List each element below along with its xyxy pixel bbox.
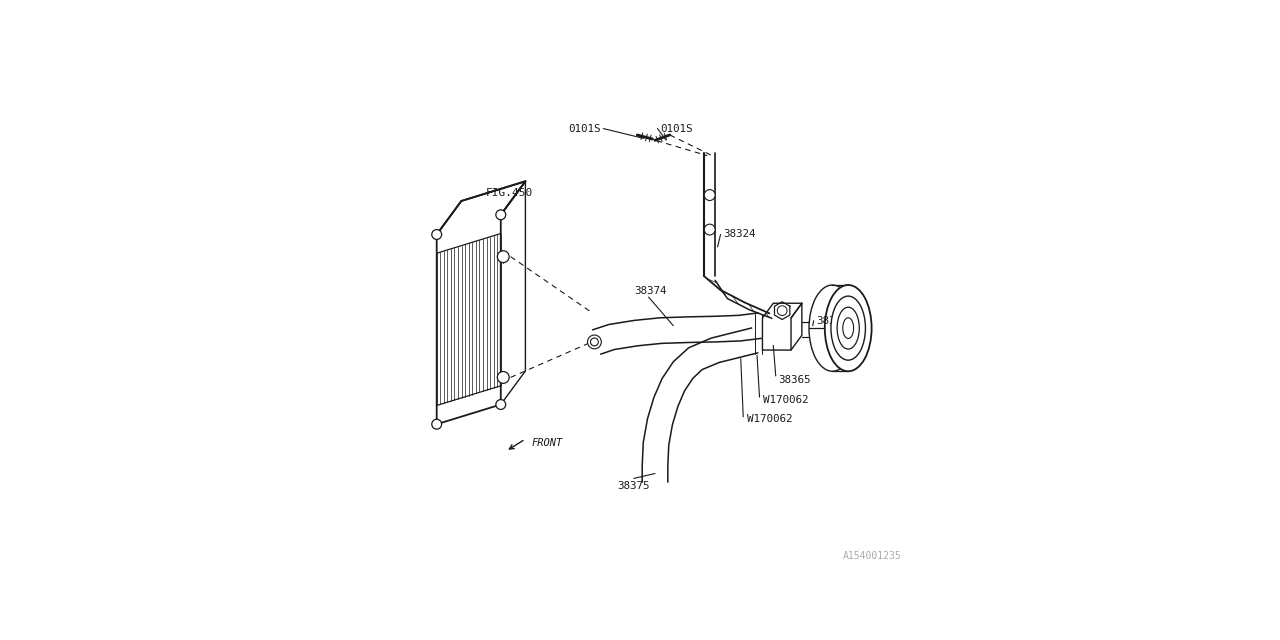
Text: 38325: 38325 (817, 316, 849, 326)
Text: FIG.450: FIG.450 (486, 188, 534, 198)
Circle shape (498, 371, 509, 383)
Circle shape (588, 335, 602, 349)
Text: 38375: 38375 (617, 481, 650, 491)
Text: 38365: 38365 (778, 375, 810, 385)
Circle shape (431, 419, 442, 429)
Text: 38324: 38324 (723, 230, 755, 239)
Circle shape (777, 306, 787, 316)
Circle shape (704, 224, 716, 235)
Ellipse shape (842, 318, 854, 339)
Text: 38374: 38374 (634, 286, 667, 296)
Ellipse shape (831, 296, 865, 360)
Text: W170062: W170062 (763, 395, 809, 404)
Text: W170062: W170062 (748, 414, 792, 424)
Ellipse shape (837, 307, 859, 349)
Ellipse shape (824, 285, 872, 371)
Circle shape (495, 210, 506, 220)
Text: A154001235: A154001235 (842, 551, 901, 561)
Circle shape (495, 399, 506, 410)
Text: 0101S: 0101S (568, 124, 600, 134)
Circle shape (590, 338, 598, 346)
Circle shape (704, 189, 716, 200)
Circle shape (431, 230, 442, 239)
Circle shape (498, 251, 509, 262)
Text: 0101S: 0101S (660, 124, 692, 134)
Text: FRONT: FRONT (531, 438, 563, 449)
